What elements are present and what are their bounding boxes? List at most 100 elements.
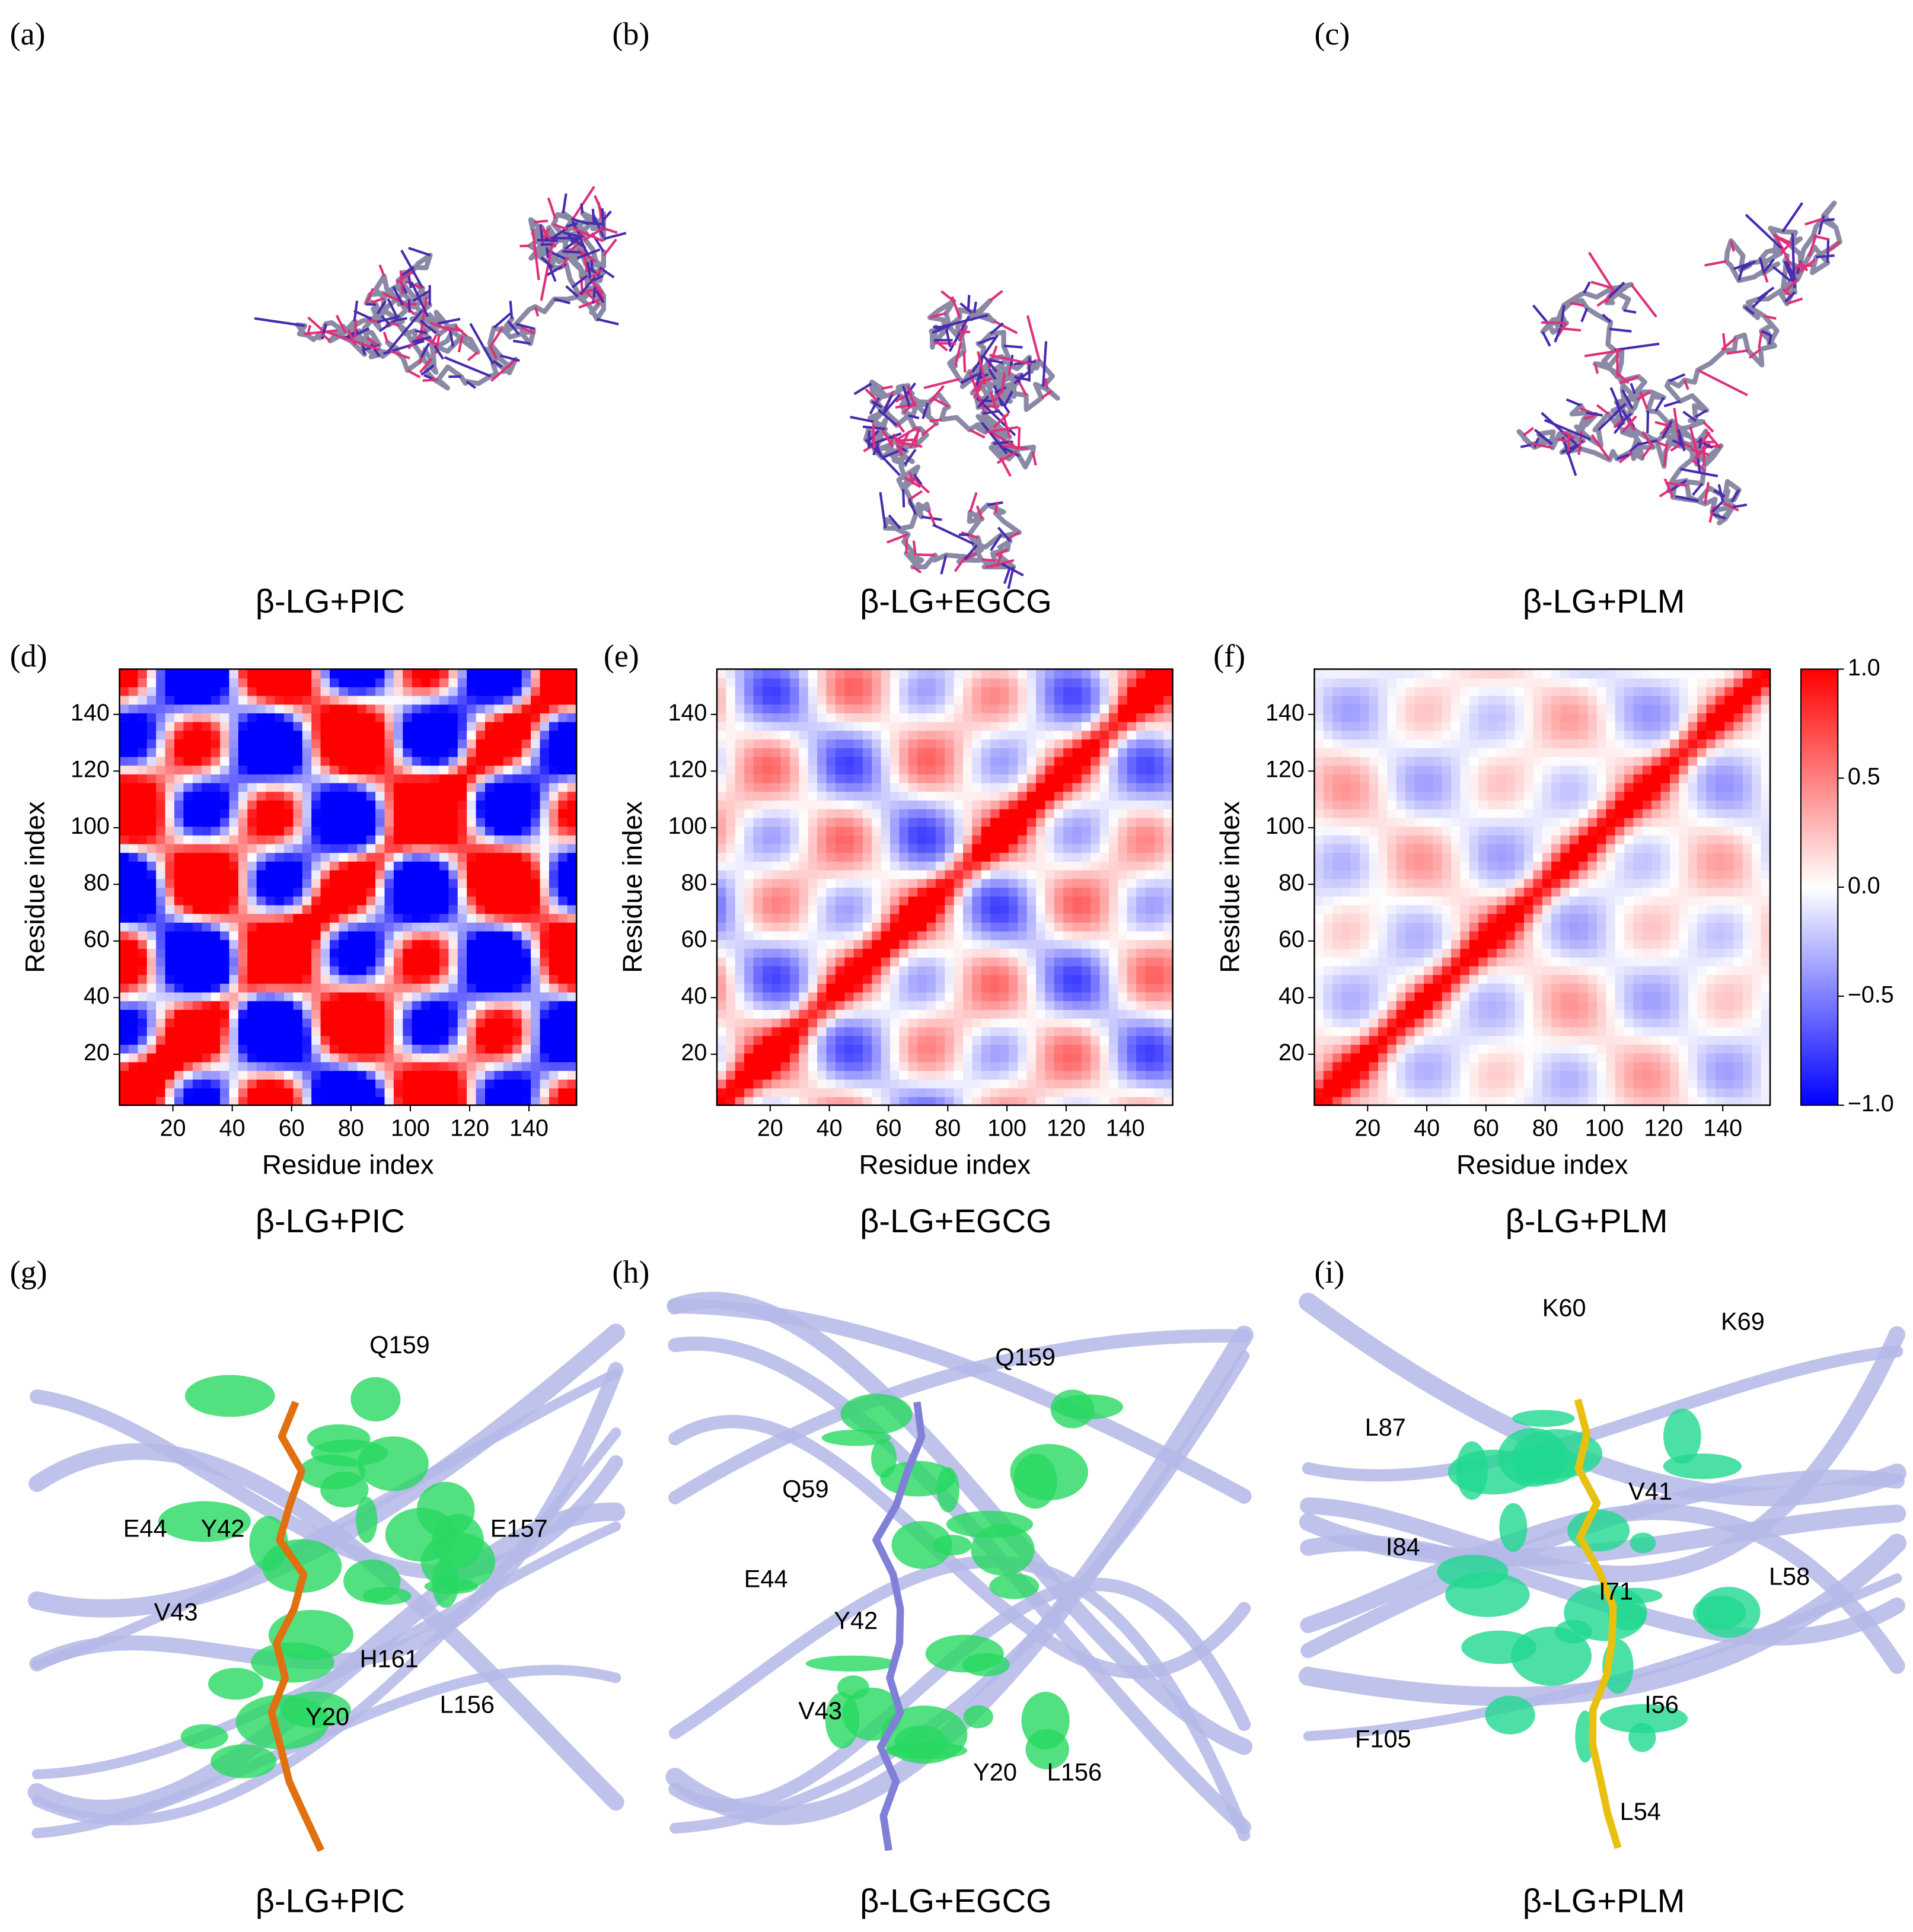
heatmap-cell (853, 756, 863, 766)
panel-caption: β-LG+PIC (256, 1882, 405, 1920)
heatmap-cell (549, 957, 559, 967)
heatmap-cell (521, 983, 532, 993)
heatmap-cell (872, 1035, 882, 1045)
heatmap-cell (146, 1000, 157, 1010)
heatmap-cell (917, 739, 927, 748)
heatmap-cell (275, 756, 285, 766)
heatmap-cell (467, 860, 477, 871)
heatmap-cell (283, 808, 294, 818)
heatmap-cell (753, 904, 763, 914)
heatmap-cell (899, 765, 909, 774)
heatmap-cell (375, 695, 385, 705)
heatmap-cell (908, 808, 919, 818)
heatmap-cell (229, 1026, 239, 1037)
heatmap-cell (899, 860, 909, 871)
heatmap-cell (817, 695, 827, 705)
heatmap-cell (183, 1009, 193, 1019)
heatmap-cell (320, 747, 331, 757)
heatmap-cell (347, 991, 358, 1002)
heatmap-cell (165, 895, 176, 906)
heatmap-cell (339, 695, 349, 705)
heatmap-cell (156, 887, 166, 897)
heatmap-cell (521, 669, 532, 679)
heatmap-cell (753, 843, 763, 853)
heatmap-cell (229, 799, 239, 809)
heatmap-cell (890, 834, 900, 844)
heatmap-cell (762, 1079, 773, 1089)
motion-spike (531, 229, 540, 280)
heatmap-cell (817, 852, 827, 862)
heatmap-cell (926, 1096, 936, 1106)
heatmap-cell (872, 895, 882, 906)
heatmap-cell (826, 991, 836, 1002)
heatmap-cell (393, 1018, 404, 1028)
heatmap-cell (753, 957, 763, 967)
heatmap-cell (926, 799, 936, 809)
heatmap-cell (174, 791, 184, 801)
heatmap-cell (302, 799, 313, 809)
heatmap-cell (872, 957, 882, 967)
heatmap-cell (954, 799, 964, 809)
heatmap-cell (283, 895, 294, 906)
heatmap-cell (981, 957, 991, 967)
heatmap-cell (716, 721, 727, 731)
heatmap-cell (183, 922, 193, 932)
heatmap-cell (339, 747, 349, 757)
motion-spike (420, 343, 431, 358)
heatmap-cell (375, 895, 385, 906)
heatmap-cell (485, 843, 495, 853)
heatmap-cell (457, 1096, 468, 1106)
heatmap-cell (990, 860, 1000, 871)
heatmap-cell (247, 1000, 257, 1010)
heatmap-cell (412, 965, 422, 975)
heatmap-cell (256, 869, 267, 879)
heatmap-cell (917, 965, 927, 975)
heatmap-cell (119, 773, 129, 783)
heatmap-cell (762, 939, 773, 949)
heatmap-cell (808, 922, 818, 932)
heatmap-cell (963, 913, 973, 923)
heatmap-cell (835, 895, 846, 906)
heatmap-cell (384, 678, 394, 687)
heatmap-cell (421, 983, 431, 993)
heatmap-cell (954, 1035, 964, 1045)
heatmap-cell (862, 1088, 873, 1098)
heatmap-cell (853, 669, 863, 679)
heatmap-cell (872, 782, 882, 792)
heatmap-cell (1054, 739, 1064, 748)
heatmap-cell (999, 1026, 1009, 1037)
heatmap-cell (521, 895, 532, 906)
heatmap-cell (1008, 895, 1019, 906)
heatmap-cell (826, 887, 836, 897)
heatmap-cell (789, 965, 800, 975)
heatmap-cell (945, 1026, 955, 1037)
heatmap-cell (485, 1070, 495, 1080)
heatmap-cell (1045, 669, 1055, 679)
heatmap-cell (183, 756, 193, 766)
motion-spike (1745, 213, 1783, 250)
heatmap-cell (320, 843, 331, 853)
heatmap-cell (926, 957, 936, 967)
motion-spike (1681, 441, 1694, 449)
heatmap-cell (540, 686, 550, 696)
heatmap-cell (339, 895, 349, 906)
heatmap-cell (512, 1009, 522, 1019)
heatmap-cell (540, 826, 550, 836)
motion-spike (940, 290, 955, 302)
heatmap-cell (954, 922, 964, 932)
heatmap-cell (384, 948, 394, 958)
heatmap-cell (1063, 756, 1073, 766)
heatmap-cell (330, 1009, 340, 1019)
heatmap-cell (375, 1009, 385, 1019)
heatmap-cell (202, 843, 212, 853)
heatmap-cell (908, 1061, 919, 1071)
heatmap-cell (165, 791, 176, 801)
heatmap-cell (567, 730, 578, 740)
heatmap-cell (485, 704, 495, 713)
heatmap-cell (799, 695, 809, 705)
heatmap-cell (138, 939, 148, 949)
heatmap-cell (531, 678, 541, 687)
heatmap-cell (384, 730, 394, 740)
heatmap-cell (174, 957, 184, 967)
heatmap-cell (412, 669, 422, 679)
